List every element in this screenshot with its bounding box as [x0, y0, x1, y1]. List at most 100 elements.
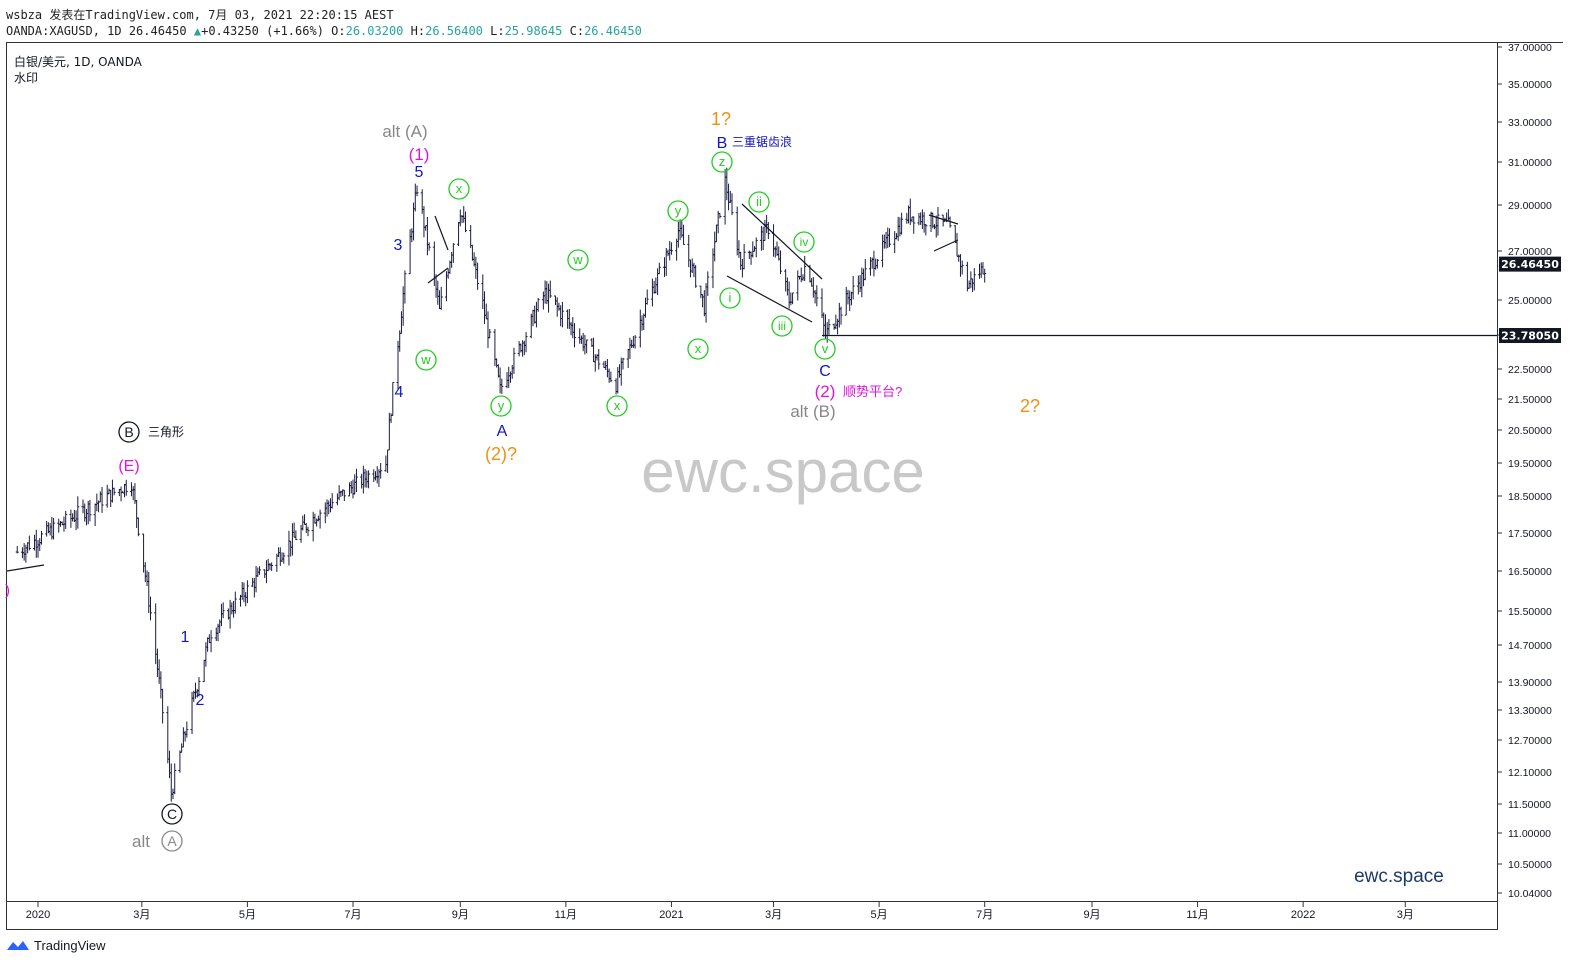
ohlc-bar [706, 271, 710, 296]
price-axis-label: 13.30000 [1508, 705, 1552, 717]
wave-label: alt (A) [382, 122, 427, 141]
ohlc-bar [373, 471, 377, 481]
ohlc-bar [57, 518, 61, 533]
ohlc-bar [488, 329, 492, 339]
ohlc-bar [93, 503, 97, 527]
ohlc-bar [124, 479, 128, 496]
ohlc-bar [882, 234, 886, 249]
ohlc-bar [254, 566, 258, 593]
ohlc-bar [410, 228, 414, 243]
ohlc-bar [810, 277, 814, 287]
ohlc-bar [633, 335, 637, 349]
ohlc-bar [88, 499, 92, 522]
time-axis-label: 3月 [765, 909, 782, 921]
ohlc-bar [863, 258, 867, 281]
ohlc-bar [278, 547, 282, 566]
ohlc-bar [579, 335, 583, 344]
ohlc-bar [354, 468, 358, 493]
ohlc-bar [427, 242, 431, 251]
ohlc-bar [761, 226, 765, 251]
wave-label: 1? [711, 109, 731, 129]
watermark: ewc.space [641, 438, 924, 505]
ohlc-bar [714, 224, 718, 243]
circled-label-v: v [814, 338, 836, 360]
ohlc-bar [694, 265, 698, 288]
ohlc-bar [136, 517, 140, 537]
ohlc-bar [592, 337, 596, 363]
ohlc-bar [559, 305, 563, 327]
ohlc-bar [161, 688, 165, 724]
ohlc-bar [458, 209, 462, 227]
ohlc-bar [884, 231, 888, 249]
legend-subtitle: 水印 [14, 71, 38, 85]
price-axis-label: 35.00000 [1508, 79, 1552, 91]
ohlc-bar [173, 763, 177, 795]
time-axis-label: 7月 [976, 909, 993, 921]
ohlc-bar [119, 486, 123, 502]
ohlc-bar [74, 510, 78, 531]
ohlc-bar [498, 367, 502, 394]
price-axis-label: 10.50000 [1508, 859, 1552, 871]
open-value: 26.03200 [345, 24, 404, 38]
ohlc-bar [34, 529, 38, 558]
ohlc-bar [581, 332, 585, 352]
ohlc-bar [778, 250, 782, 275]
price-axis-label: 21.50000 [1508, 394, 1552, 406]
wave-label: ) [5, 582, 10, 599]
tradingview-logo-icon [7, 940, 29, 950]
time-axis[interactable]: 2020 3月 5月 7月 9月 11月 2021 3月 5月 7月 9月 11月 2022 3月 [26, 902, 1414, 921]
wave-label: alt [132, 832, 150, 851]
ohlc-bar [486, 311, 490, 348]
ohlc-bar [839, 306, 843, 325]
wave-label: (2) [815, 382, 836, 401]
ohlc-bar [602, 361, 606, 369]
symbol-name[interactable]: OANDA:XAGUSD, 1D [6, 24, 122, 38]
ohlc-bar [735, 206, 739, 256]
ohlc-bar [268, 562, 272, 571]
ohlc-bar [920, 209, 924, 229]
ohlc-bar [718, 213, 722, 219]
ohlc-bar [675, 238, 679, 261]
ohlc-bar [510, 364, 514, 379]
ohlc-bar [531, 309, 535, 327]
ohlc-bar [439, 286, 443, 310]
ohlc-bar [533, 305, 537, 324]
ohlc-bar [607, 368, 611, 383]
ohlc-bar [872, 250, 876, 277]
ohlc-bar [129, 482, 133, 497]
ohlc-bar [425, 216, 429, 256]
svg-text:26.46450: 26.46450 [1501, 258, 1559, 271]
ohlc-bar [109, 489, 113, 508]
ohlc-bar [76, 496, 80, 529]
ohlc-bar [221, 602, 225, 619]
time-axis-border [6, 901, 1498, 930]
ohlc-bar [323, 502, 327, 524]
ohlc-bar [772, 224, 776, 257]
price-axis-label: 12.10000 [1508, 767, 1552, 779]
ohlc-bar [84, 509, 88, 526]
ohlc-bar [351, 479, 355, 499]
ohlc-bar [508, 371, 512, 383]
ohlc-bar [541, 291, 545, 310]
ohlc-bar [832, 323, 836, 330]
ohlc-bar [605, 359, 609, 378]
ohlc-bar [946, 209, 950, 222]
ohlc-bar [522, 340, 526, 356]
trendline-left [6, 564, 45, 572]
ohlc-bar [519, 343, 523, 353]
price-axis[interactable]: 37.00000 35.00000 33.00000 31.00000 29.00000… [1497, 42, 1552, 900]
ohlc-bar [754, 237, 758, 258]
change-arrow-icon: ▲ [193, 24, 202, 38]
ohlc-bar [233, 591, 237, 614]
price-axis-label: 14.70000 [1508, 640, 1552, 652]
publish-info: wsbza 发表在TradingView.com, 7月 03, 2021 22… [6, 8, 394, 22]
time-axis-label: 5月 [239, 909, 256, 921]
ohlc-bar [922, 212, 926, 233]
ohlc-bar [957, 254, 961, 262]
ohlc-bar [682, 224, 686, 245]
ohlc-bar [820, 288, 824, 319]
ohlc-bar [327, 500, 331, 515]
ohlc-bar [258, 566, 262, 575]
tradingview-footer[interactable]: TradingView [6, 938, 106, 953]
